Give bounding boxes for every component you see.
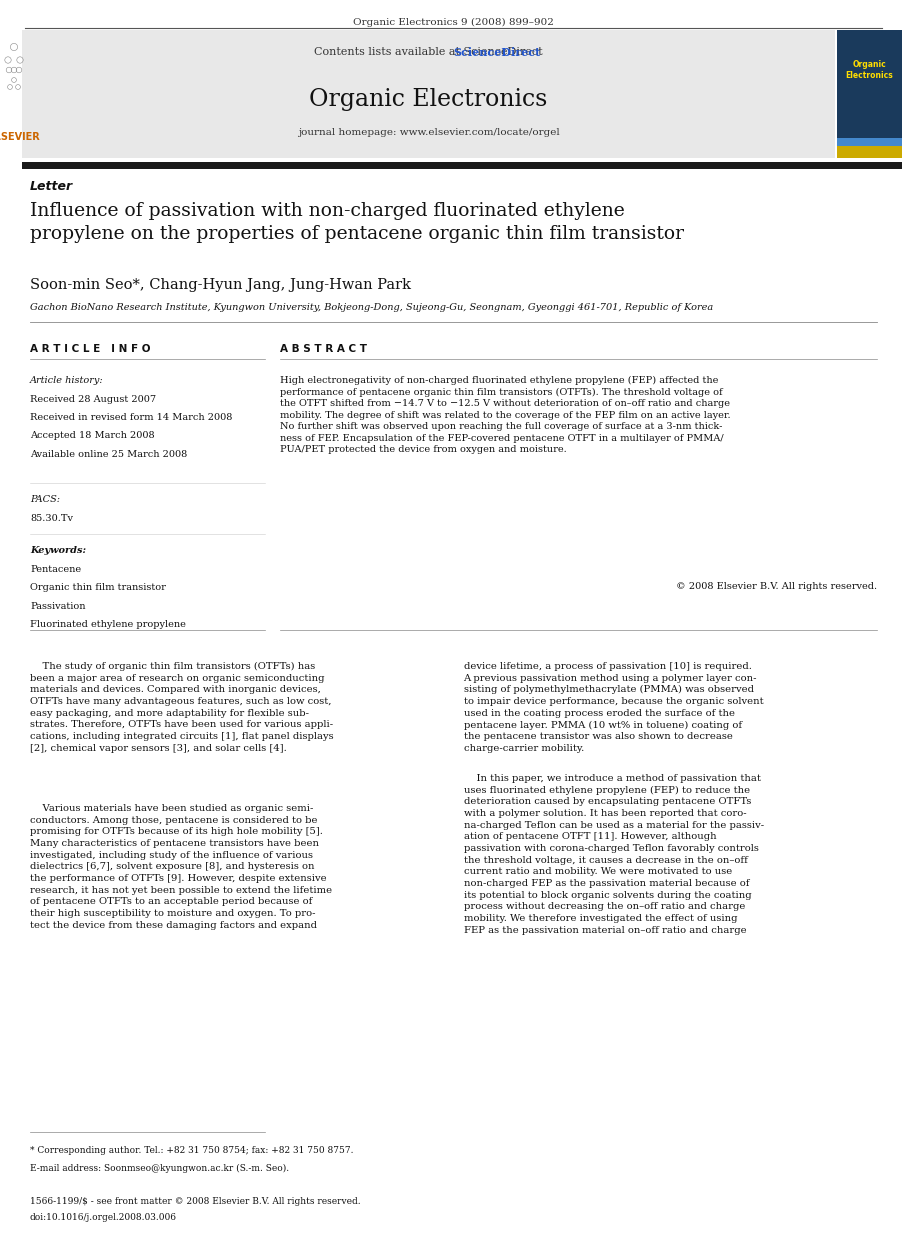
Text: Influence of passivation with non-charged fluorinated ethylene
propylene on the : Influence of passivation with non-charge… (30, 202, 684, 243)
Text: device lifetime, a process of passivation [10] is required.
A previous passivati: device lifetime, a process of passivatio… (463, 662, 763, 753)
Text: PACS:: PACS: (30, 495, 60, 504)
Text: Pentacene: Pentacene (30, 565, 81, 574)
Bar (22, 162, 902, 170)
Text: Passivation: Passivation (30, 602, 85, 612)
Text: High electronegativity of non-charged fluorinated ethylene propylene (FEP) affec: High electronegativity of non-charged fl… (280, 376, 731, 454)
Text: ELSEVIER: ELSEVIER (0, 132, 40, 142)
Text: Received in revised form 14 March 2008: Received in revised form 14 March 2008 (30, 413, 232, 422)
Text: Received 28 August 2007: Received 28 August 2007 (30, 395, 156, 404)
Text: © 2008 Elsevier B.V. All rights reserved.: © 2008 Elsevier B.V. All rights reserved… (676, 582, 877, 591)
Text: Fluorinated ethylene propylene: Fluorinated ethylene propylene (30, 620, 186, 629)
Text: Organic thin film transistor: Organic thin film transistor (30, 583, 166, 593)
Text: A B S T R A C T: A B S T R A C T (280, 344, 367, 354)
Text: journal homepage: www.elsevier.com/locate/orgel: journal homepage: www.elsevier.com/locat… (297, 128, 560, 137)
Text: Organic Electronics 9 (2008) 899–902: Organic Electronics 9 (2008) 899–902 (353, 19, 554, 27)
Text: Keywords:: Keywords: (30, 546, 86, 555)
Text: Organic
Electronics: Organic Electronics (845, 59, 893, 80)
Text: 1566-1199/$ - see front matter © 2008 Elsevier B.V. All rights reserved.: 1566-1199/$ - see front matter © 2008 El… (30, 1197, 361, 1206)
Text: Various materials have been studied as organic semi-
conductors. Among those, pe: Various materials have been studied as o… (30, 803, 332, 930)
Bar (837, 30, 902, 158)
Text: Article history:: Article history: (30, 376, 103, 385)
Text: A R T I C L E   I N F O: A R T I C L E I N F O (30, 344, 151, 354)
Bar (837, 146, 902, 158)
Bar (837, 137, 902, 146)
Text: E-mail address: Soonmseo@kyungwon.ac.kr (S.-m. Seo).: E-mail address: Soonmseo@kyungwon.ac.kr … (30, 1164, 289, 1174)
Text: 85.30.Tv: 85.30.Tv (30, 514, 73, 522)
Text: * Corresponding author. Tel.: +82 31 750 8754; fax: +82 31 750 8757.: * Corresponding author. Tel.: +82 31 750… (30, 1146, 354, 1155)
Text: Gachon BioNano Research Institute, Kyungwon University, Bokjeong-Dong, Sujeong-G: Gachon BioNano Research Institute, Kyung… (30, 303, 713, 312)
Text: ScienceDirect: ScienceDirect (453, 47, 541, 58)
Text: Available online 25 March 2008: Available online 25 March 2008 (30, 449, 187, 459)
Text: In this paper, we introduce a method of passivation that
uses fluorinated ethyle: In this paper, we introduce a method of … (463, 774, 764, 935)
Text: Organic Electronics: Organic Electronics (309, 88, 548, 111)
Text: doi:10.1016/j.orgel.2008.03.006: doi:10.1016/j.orgel.2008.03.006 (30, 1213, 177, 1222)
Bar (22, 30, 835, 158)
Text: Accepted 18 March 2008: Accepted 18 March 2008 (30, 432, 154, 441)
Text: Contents lists available at ScienceDirect: Contents lists available at ScienceDirec… (314, 47, 542, 57)
Bar (5, 30, 22, 158)
Text: Letter: Letter (30, 180, 73, 193)
Text: Soon-min Seo*, Chang-Hyun Jang, Jung-Hwan Park: Soon-min Seo*, Chang-Hyun Jang, Jung-Hwa… (30, 279, 411, 292)
Text: The study of organic thin film transistors (OTFTs) has
been a major area of rese: The study of organic thin film transisto… (30, 662, 334, 753)
